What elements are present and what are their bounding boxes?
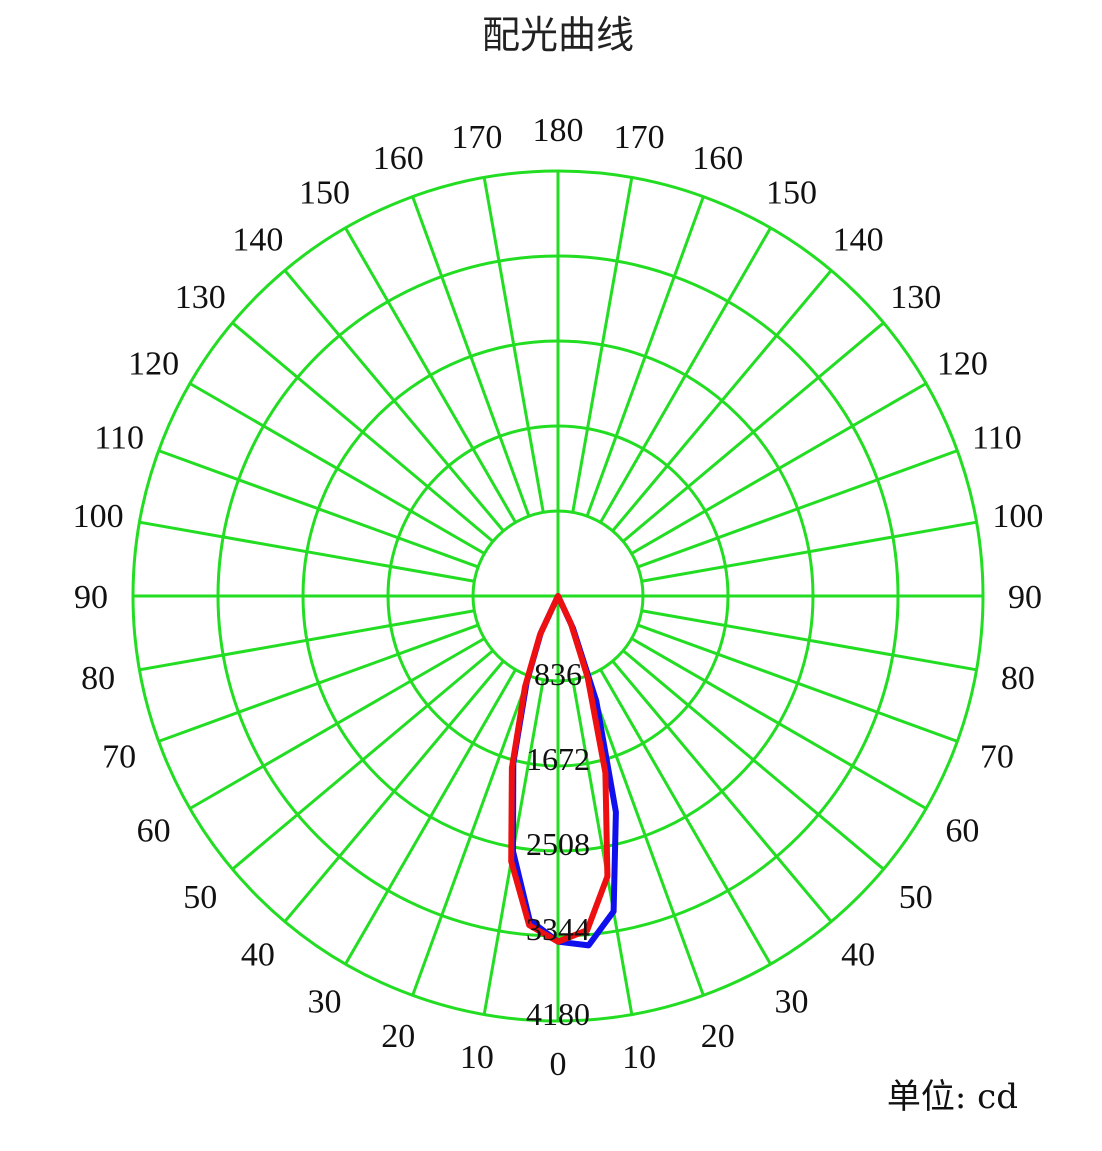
grid-spoke <box>637 449 958 569</box>
angle-tick-label: 10 <box>460 1039 494 1076</box>
grid-spoke <box>611 269 833 532</box>
radial-tick-label: 836 <box>534 656 582 692</box>
angle-tick-label: 100 <box>73 498 124 535</box>
grid-spoke <box>599 668 772 965</box>
grid-spoke <box>189 637 486 810</box>
grid-spoke <box>344 227 517 524</box>
angle-tick-label: 60 <box>137 813 171 850</box>
grid-spoke <box>411 675 531 996</box>
angle-tick-label: 130 <box>890 279 941 316</box>
angle-tick-label: 150 <box>299 175 350 212</box>
angle-tick-label: 110 <box>972 419 1022 456</box>
grid-spoke <box>158 623 479 743</box>
angle-tick-label: 30 <box>775 983 809 1020</box>
grid-spoke <box>585 675 705 996</box>
angle-tick-label: 120 <box>128 346 179 383</box>
grid-spoke <box>571 679 634 1015</box>
angle-tick-label: 40 <box>241 937 275 974</box>
grid-spoke <box>283 269 505 532</box>
radial-labels: 836 1672 2508 3344 4180 <box>526 656 590 1032</box>
angle-tick-label: 170 <box>614 119 665 156</box>
grid-spoke <box>283 660 505 923</box>
angle-tick-label: 90 <box>1008 579 1042 616</box>
angle-tick-label: 20 <box>381 1018 415 1055</box>
angle-tick-label: 160 <box>692 140 743 177</box>
grid-spoke <box>622 649 885 871</box>
angle-tick-label: 110 <box>94 419 144 456</box>
grid-spoke <box>630 382 927 555</box>
angle-tick-label: 120 <box>937 346 988 383</box>
angle-tick-label: 70 <box>980 739 1014 776</box>
radial-tick-label: 3344 <box>526 911 590 947</box>
grid-spoke <box>139 520 475 583</box>
grid-spoke <box>411 196 531 517</box>
angle-tick-label: 30 <box>308 983 342 1020</box>
radial-tick-label: 1672 <box>526 741 590 777</box>
angle-tick-label: 60 <box>945 813 979 850</box>
series-group <box>508 593 619 949</box>
angle-labels: 0102030405060708090100110120130140150160… <box>73 112 1044 1083</box>
grid-spoke <box>585 196 705 517</box>
grid-spoke <box>189 382 486 555</box>
grid-spoke <box>158 449 479 569</box>
polar-grid <box>131 169 985 1023</box>
angle-tick-label: 180 <box>533 112 584 149</box>
angle-tick-label: 80 <box>1001 660 1035 697</box>
chart-title: 配光曲线 <box>482 13 634 57</box>
series-curve-1 <box>508 593 611 945</box>
angle-tick-label: 150 <box>766 175 817 212</box>
angle-tick-label: 80 <box>81 660 115 697</box>
grid-spoke <box>231 649 494 871</box>
radial-tick-label: 4180 <box>526 996 590 1032</box>
grid-spoke <box>599 227 772 524</box>
angle-tick-label: 140 <box>833 221 884 258</box>
angle-tick-label: 20 <box>701 1018 735 1055</box>
angle-tick-label: 90 <box>74 579 108 616</box>
grid-spoke <box>482 177 545 513</box>
grid-spoke <box>231 321 494 543</box>
grid-spoke <box>571 177 634 513</box>
grid-spoke <box>641 520 977 583</box>
grid-spoke <box>641 609 977 672</box>
grid-spoke <box>611 660 833 923</box>
angle-tick-label: 130 <box>175 279 226 316</box>
angle-tick-label: 40 <box>841 937 875 974</box>
unit-label: 单位: cd <box>887 1077 1018 1117</box>
angle-tick-label: 140 <box>232 221 283 258</box>
angle-tick-label: 100 <box>992 498 1043 535</box>
grid-spoke <box>344 668 517 965</box>
radial-tick-label: 2508 <box>526 826 590 862</box>
angle-tick-label: 50 <box>183 879 217 916</box>
angle-tick-label: 50 <box>899 879 933 916</box>
grid-spoke <box>622 321 885 543</box>
angle-tick-label: 70 <box>102 739 136 776</box>
angle-tick-label: 0 <box>550 1046 567 1083</box>
grid-spoke <box>637 623 958 743</box>
grid-spoke <box>630 637 927 810</box>
angle-tick-label: 170 <box>451 119 502 156</box>
angle-tick-label: 160 <box>373 140 424 177</box>
grid-spoke <box>139 609 475 672</box>
angle-tick-label: 10 <box>622 1039 656 1076</box>
